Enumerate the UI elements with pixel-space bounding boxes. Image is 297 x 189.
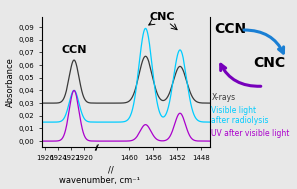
Text: CNC: CNC — [149, 12, 175, 22]
Text: X-rays: X-rays — [211, 93, 236, 102]
Text: CCN: CCN — [214, 22, 246, 36]
Text: wavenumber, cm⁻¹: wavenumber, cm⁻¹ — [59, 176, 140, 185]
Text: CNC: CNC — [253, 56, 285, 70]
Text: UV after visible light: UV after visible light — [211, 129, 290, 138]
Y-axis label: Absorbance: Absorbance — [7, 57, 15, 107]
Text: //: // — [108, 166, 113, 175]
Text: Visible light: Visible light — [211, 106, 257, 115]
Text: after radiolysis: after radiolysis — [211, 116, 269, 125]
Text: CCN: CCN — [61, 45, 87, 55]
